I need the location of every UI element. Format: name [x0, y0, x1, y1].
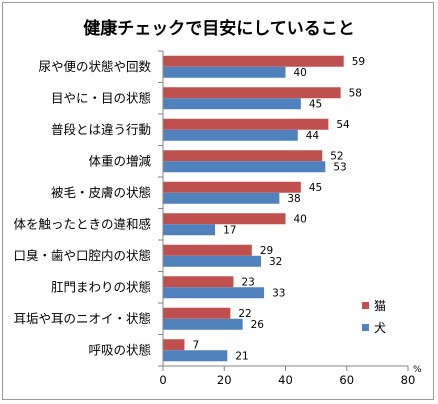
bar-cat: [163, 87, 341, 99]
data-label: 45: [309, 98, 322, 110]
bar-dog: [163, 318, 243, 330]
bar-dog: [163, 287, 265, 299]
bar-dog: [163, 350, 228, 362]
data-label: 22: [238, 308, 251, 320]
legend-swatch-dog: [362, 324, 369, 331]
data-label: 29: [260, 245, 273, 257]
data-label: 33: [272, 287, 285, 299]
category-label: 肛門まわりの状態: [51, 279, 151, 294]
data-label: 58: [349, 87, 362, 99]
bar-cat: [163, 150, 323, 162]
bar-dog: [163, 255, 261, 267]
bar-cat: [163, 307, 231, 319]
bar-cat: [163, 118, 329, 130]
data-label: 53: [333, 161, 346, 173]
data-label: 26: [251, 319, 265, 331]
category-label: 体を触ったときの違和感: [13, 216, 151, 231]
data-label: 38: [287, 193, 300, 205]
data-label: 44: [306, 130, 320, 142]
data-label: 45: [309, 182, 322, 194]
chart-title: 健康チェックで目安にしていること: [83, 18, 355, 39]
data-label: 7: [192, 339, 199, 351]
x-tick-label: 0: [159, 373, 166, 387]
category-label: 尿や便の状態や回数: [38, 59, 151, 74]
bar-cat: [163, 55, 344, 67]
bar-dog: [163, 66, 286, 78]
bar-cat: [163, 181, 301, 193]
x-tick-label: 60: [339, 373, 354, 387]
bar-cat: [163, 276, 234, 288]
data-label: 40: [294, 67, 307, 79]
bar-dog: [163, 161, 326, 173]
data-label: 21: [235, 350, 248, 362]
x-tick-label: 80: [401, 373, 416, 387]
bar-cat: [163, 339, 185, 351]
x-tick-label: 40: [278, 373, 293, 387]
category-label: 口臭・歯や口腔内の状態: [13, 248, 151, 263]
data-label: 17: [223, 224, 236, 236]
data-label: 52: [330, 150, 343, 162]
plot-area: 0 20 40 60 80 尿や便の状態や回数 59 40 目やに・目の状態 58 45 普段とは違う…: [13, 50, 416, 387]
data-label: 59: [352, 56, 365, 68]
data-label: 32: [269, 256, 282, 268]
x-tick-label: 20: [217, 373, 232, 387]
category-label: 普段とは違う行動: [51, 122, 151, 137]
bar-dog: [163, 224, 216, 236]
legend-label-cat: 猫: [374, 299, 386, 313]
legend-label-dog: 犬: [374, 321, 386, 335]
bar-cat: [163, 213, 286, 225]
data-label: 54: [336, 119, 350, 131]
category-label: 耳垢や耳のニオイ・状態: [13, 311, 151, 326]
bar-dog: [163, 192, 280, 204]
bar-dog: [163, 98, 301, 110]
legend-swatch-cat: [362, 302, 369, 309]
data-label: 40: [294, 213, 307, 225]
category-label: 被毛・皮膚の状態: [51, 185, 151, 200]
bar-dog: [163, 129, 298, 141]
axis-unit-label: %: [413, 365, 422, 375]
category-label: 呼吸の状態: [88, 342, 151, 357]
category-label: 体重の増減: [88, 153, 151, 168]
category-label: 目やに・目の状態: [51, 90, 151, 105]
bar-cat: [163, 244, 252, 256]
data-label: 23: [241, 276, 254, 288]
